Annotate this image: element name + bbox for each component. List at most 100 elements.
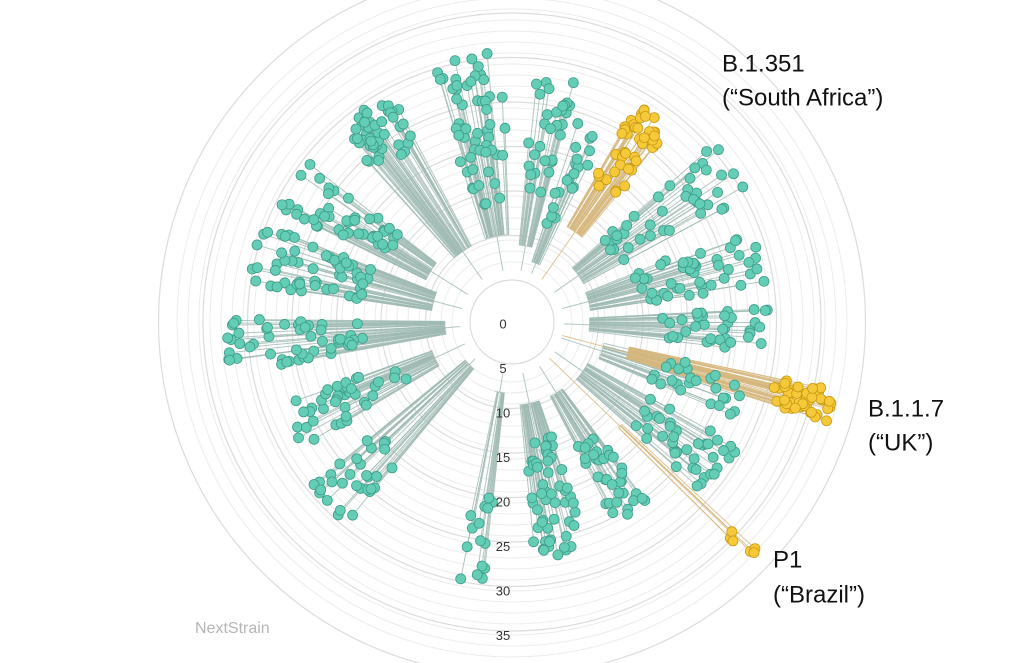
tip [717,323,729,335]
branch [561,337,602,352]
branch [570,185,600,230]
branch [346,262,436,296]
branch [583,208,723,285]
tip [677,257,689,269]
tip [823,395,835,407]
tip [718,445,729,456]
branch [563,323,590,326]
tip [281,356,293,368]
branch [400,154,465,251]
tip [334,333,346,345]
tip [276,247,287,259]
tip [305,330,317,342]
branch [462,251,483,280]
tip [534,88,546,100]
tip [759,305,771,316]
tip [546,210,558,222]
branch [485,145,500,236]
tip [499,122,511,134]
branch [553,394,586,448]
tip [293,432,304,444]
tip [373,155,384,166]
branch [502,155,508,235]
tip [538,544,550,556]
tip [630,420,642,432]
tip [755,338,767,349]
tip [319,211,331,222]
tip [582,159,594,171]
tip [315,484,327,496]
tip [622,508,633,520]
tip [453,129,465,141]
tip [292,421,303,433]
tip [644,219,656,231]
tip [543,83,555,95]
tip [705,279,717,291]
tip [289,232,300,243]
tip [271,281,283,293]
tip [309,280,321,291]
tip [539,155,551,167]
tip [618,254,630,265]
branch [571,116,646,230]
tip [544,536,555,547]
tip [483,492,495,504]
tip [695,247,706,259]
tip [314,172,326,184]
branch [371,362,468,449]
branch [522,82,547,246]
tip [364,213,376,225]
tip [344,469,356,480]
scale-label: 15 [496,450,510,465]
branch [628,349,785,388]
tip [279,230,291,242]
branch [348,232,428,277]
tip [638,132,650,144]
tip [724,408,736,420]
branch [566,133,623,228]
tip [655,259,667,270]
branch [304,218,427,280]
tip [620,147,632,159]
branch [589,328,673,337]
tip [611,496,623,508]
tip [758,275,770,287]
tip [276,199,288,211]
tip [664,180,676,192]
scale-label: 25 [496,539,510,554]
tip [616,128,628,139]
tip [606,479,618,490]
branch [409,135,472,247]
branch [466,391,499,547]
tip [525,169,537,181]
tip [654,413,665,424]
branch [320,361,467,491]
tip [472,61,484,72]
tip [670,461,682,473]
tip [648,112,660,123]
branch [539,365,557,394]
ring [242,52,782,592]
tip [610,186,622,198]
tip [748,547,760,559]
tip [307,263,319,275]
tip [593,167,604,179]
tip [294,278,306,290]
tip [690,375,702,387]
tip [532,461,543,473]
branch [404,151,467,250]
branch [567,175,600,228]
tip [806,406,817,418]
branch [405,361,438,380]
tip [532,504,543,516]
branch [539,164,589,266]
tip [279,318,290,330]
branch [488,392,504,499]
tip [636,492,648,504]
tip [561,482,573,494]
tip [548,513,560,525]
tip [451,93,463,105]
tip [484,118,496,130]
tip [649,130,660,142]
